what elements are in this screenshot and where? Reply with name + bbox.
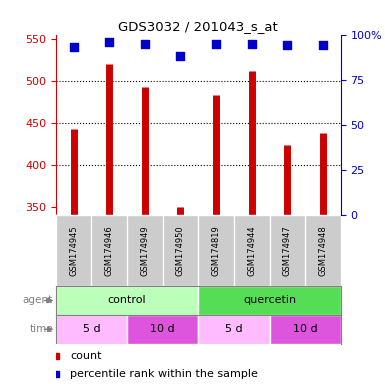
Text: 10 d: 10 d bbox=[293, 324, 317, 334]
Bar bbox=[127, 315, 198, 344]
Point bbox=[284, 42, 290, 48]
Text: GSM174819: GSM174819 bbox=[212, 225, 221, 276]
Text: 10 d: 10 d bbox=[151, 324, 175, 334]
Text: percentile rank within the sample: percentile rank within the sample bbox=[70, 369, 258, 379]
Point bbox=[142, 40, 148, 46]
Point bbox=[249, 40, 255, 46]
Text: GSM174946: GSM174946 bbox=[105, 225, 114, 276]
Text: control: control bbox=[108, 295, 146, 306]
Point bbox=[70, 44, 77, 50]
Bar bbox=[198, 315, 270, 344]
Point bbox=[106, 39, 112, 45]
Bar bbox=[270, 315, 341, 344]
Text: quercetin: quercetin bbox=[243, 295, 296, 306]
Bar bbox=[198, 286, 341, 315]
Text: agent: agent bbox=[23, 295, 53, 306]
Text: time: time bbox=[29, 324, 53, 334]
Point bbox=[177, 53, 184, 59]
Bar bbox=[56, 286, 198, 315]
Text: GSM174948: GSM174948 bbox=[318, 225, 327, 276]
Text: 5 d: 5 d bbox=[225, 324, 243, 334]
Text: GSM174950: GSM174950 bbox=[176, 225, 185, 276]
Point bbox=[213, 40, 219, 46]
Title: GDS3032 / 201043_s_at: GDS3032 / 201043_s_at bbox=[119, 20, 278, 33]
Text: count: count bbox=[70, 351, 102, 361]
Text: 5 d: 5 d bbox=[83, 324, 100, 334]
Text: GSM174945: GSM174945 bbox=[69, 225, 78, 276]
Text: GSM174947: GSM174947 bbox=[283, 225, 292, 276]
Text: GSM174944: GSM174944 bbox=[247, 225, 256, 276]
Point bbox=[320, 42, 326, 48]
Text: GSM174949: GSM174949 bbox=[141, 225, 149, 276]
Bar bbox=[56, 315, 127, 344]
